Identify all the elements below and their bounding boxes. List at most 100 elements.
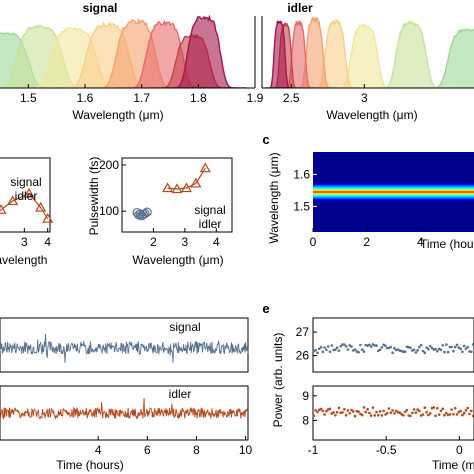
data-point-idler	[443, 413, 446, 417]
x-tick-label: 3	[182, 235, 189, 249]
data-point-signal	[142, 207, 152, 217]
x-axis-label: Time (hours)	[56, 458, 124, 472]
x-tick-label: 8	[193, 443, 200, 457]
data-point-signal	[418, 345, 421, 349]
data-point-idler	[448, 413, 452, 416]
data-point-signal	[344, 345, 348, 348]
data-point-idler	[418, 409, 421, 413]
x-tick-label: 1.9	[247, 91, 264, 105]
data-point-idler	[346, 409, 350, 412]
plot-frame	[121, 157, 233, 233]
data-point-idler	[362, 406, 366, 409]
data-point-idler	[436, 406, 439, 410]
data-point-idler	[389, 411, 393, 415]
data-point-signal	[471, 343, 474, 346]
plot-frame	[0, 317, 249, 373]
heatmap-band	[313, 182, 474, 202]
data-point-signal	[393, 346, 396, 350]
data-point-signal	[339, 345, 343, 348]
data-point-idler	[452, 413, 455, 416]
data-point-idler	[393, 412, 396, 415]
data-point-signal	[453, 345, 457, 349]
data-point-signal	[459, 347, 462, 351]
data-point-idler	[402, 414, 405, 417]
data-point-signal	[430, 346, 434, 350]
x-tick-label: 1.7	[133, 91, 150, 105]
data-point-idler	[371, 406, 375, 409]
x-tick-label: 0	[456, 443, 463, 457]
data-point-signal	[464, 347, 468, 351]
data-point-signal	[423, 351, 427, 355]
panel-a-idler: 2.5 3 Wavelength (μm) idler	[261, 1, 474, 122]
data-point-idler	[199, 162, 211, 173]
data-point-signal	[368, 343, 371, 347]
data-point-signal	[369, 345, 373, 348]
data-point-idler	[464, 409, 468, 412]
legend-signal: signal	[194, 203, 225, 217]
x-tick-label: 1.6	[77, 91, 94, 105]
panel-e-signal: 26 27 Power (arb. units)	[271, 317, 474, 428]
y-tick-label: 1.5	[293, 199, 310, 213]
panel-c: 0 2 4 1.5 1.6 Time (hours) Wavelength (μm) c	[262, 132, 474, 251]
data-point-signal	[434, 347, 437, 351]
y-axis-label: Power (arb. units)	[271, 333, 285, 428]
data-point-signal	[316, 351, 319, 355]
plot-frame	[0, 157, 51, 233]
data-point-signal	[403, 350, 407, 354]
data-point-idler	[380, 414, 384, 417]
data-point-signal	[428, 344, 432, 348]
data-point-idler	[335, 411, 339, 414]
data-point-signal	[335, 346, 339, 350]
data-point-idler	[369, 414, 373, 417]
data-point-signal	[419, 343, 423, 347]
data-point-idler	[316, 410, 319, 414]
data-point-signal	[346, 348, 350, 351]
y-tick-label: 1.6	[293, 167, 310, 181]
data-point-idler	[403, 410, 407, 414]
data-point-signal	[314, 348, 318, 352]
legend-idler: idler	[15, 189, 38, 203]
data-point-signal	[380, 346, 384, 349]
data-point-signal	[425, 346, 428, 349]
data-point-signal	[450, 345, 453, 349]
data-point-idler	[382, 409, 386, 413]
y-tick-label: 200	[99, 158, 119, 172]
x-tick-label: 2.5	[283, 91, 300, 105]
data-point-idler	[344, 413, 348, 417]
plot-frame	[0, 385, 249, 441]
legend-signal: signal	[10, 175, 41, 189]
data-point-signal	[436, 349, 439, 353]
data-point-idler	[337, 406, 341, 410]
x-axis-label: Wavelength (μm)	[132, 253, 223, 267]
data-point-signal	[391, 351, 394, 355]
data-point-idler	[425, 411, 428, 414]
data-point-signal	[360, 348, 364, 351]
plot-frame	[312, 385, 474, 441]
data-point-idler	[364, 410, 368, 414]
x-tick-label: 1.5	[20, 91, 37, 105]
data-point-signal	[445, 343, 448, 346]
data-point-signal	[455, 343, 459, 347]
data-point-idler	[325, 409, 328, 413]
data-point-idler	[350, 408, 353, 412]
data-point-idler	[421, 413, 425, 416]
data-point-signal	[343, 343, 346, 346]
x-tick-label: 3	[21, 235, 28, 249]
x-tick-label: -0.5	[376, 443, 397, 457]
x-tick-label: 3	[361, 91, 368, 105]
x-tick-label: -1	[308, 443, 319, 457]
data-point-idler	[450, 408, 453, 411]
data-point-idler	[391, 409, 394, 412]
series-line-idler	[167, 167, 206, 190]
data-point-signal	[466, 345, 470, 349]
data-point-idler	[375, 410, 378, 414]
panel-label-e: e	[262, 301, 269, 316]
y-tick-label: 100	[99, 204, 119, 218]
y-axis-label: Pulsewidth (fs)	[87, 157, 101, 236]
data-point-idler	[353, 414, 357, 418]
data-point-signal	[341, 343, 344, 346]
data-point-idler	[409, 414, 412, 418]
data-point-idler	[23, 187, 35, 198]
data-point-idler	[445, 411, 448, 415]
